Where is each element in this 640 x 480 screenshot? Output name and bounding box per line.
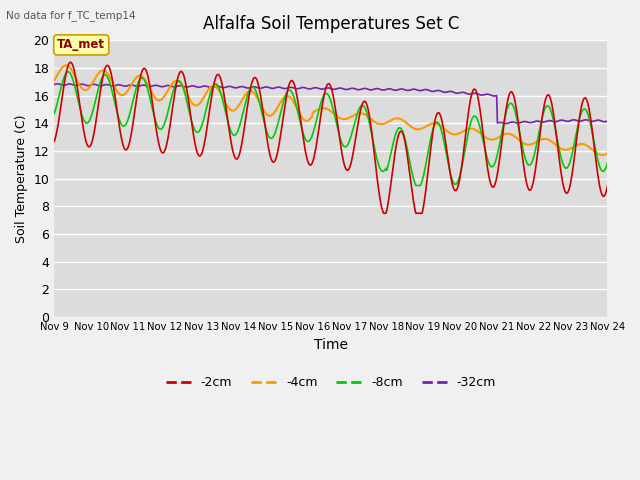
-2cm <box>400 133 408 139</box>
-2cm <box>204 122 211 128</box>
-2cm <box>381 210 388 216</box>
-4cm <box>51 77 58 83</box>
-8cm <box>60 74 68 80</box>
-4cm <box>60 63 68 69</box>
-32cm <box>61 82 69 88</box>
-8cm <box>604 160 611 166</box>
-32cm <box>118 83 126 88</box>
-32cm <box>51 82 58 87</box>
-4cm <box>204 88 211 94</box>
-8cm <box>413 183 420 189</box>
-8cm <box>399 129 406 134</box>
Line: -4cm: -4cm <box>54 65 607 155</box>
-8cm <box>174 78 182 84</box>
Line: -2cm: -2cm <box>54 62 607 213</box>
-32cm <box>415 88 423 94</box>
-32cm <box>502 120 509 126</box>
-4cm <box>604 151 611 156</box>
-32cm <box>174 83 182 89</box>
Legend: -2cm, -4cm, -8cm, -32cm: -2cm, -4cm, -8cm, -32cm <box>161 371 501 394</box>
-32cm <box>399 86 406 92</box>
-2cm <box>60 80 68 86</box>
-2cm <box>604 183 611 189</box>
-32cm <box>204 84 211 89</box>
-2cm <box>67 60 74 65</box>
-32cm <box>604 118 611 124</box>
-2cm <box>174 73 182 79</box>
-32cm <box>54 81 61 87</box>
-8cm <box>204 101 211 107</box>
-4cm <box>62 62 70 68</box>
Text: No data for f_TC_temp14: No data for f_TC_temp14 <box>6 10 136 21</box>
-4cm <box>415 126 423 132</box>
-4cm <box>174 78 182 84</box>
Line: -32cm: -32cm <box>54 84 607 123</box>
-2cm <box>51 138 58 144</box>
-4cm <box>118 92 126 98</box>
Title: Alfalfa Soil Temperatures Set C: Alfalfa Soil Temperatures Set C <box>203 15 459 33</box>
-8cm <box>118 122 126 128</box>
X-axis label: Time: Time <box>314 337 348 351</box>
-8cm <box>51 110 58 116</box>
Line: -8cm: -8cm <box>54 72 607 186</box>
-8cm <box>64 69 72 74</box>
-8cm <box>416 183 424 189</box>
-2cm <box>118 138 126 144</box>
Y-axis label: Soil Temperature (C): Soil Temperature (C) <box>15 114 28 243</box>
Text: TA_met: TA_met <box>57 38 105 51</box>
-4cm <box>598 152 606 158</box>
-4cm <box>399 117 406 123</box>
-2cm <box>416 210 424 216</box>
